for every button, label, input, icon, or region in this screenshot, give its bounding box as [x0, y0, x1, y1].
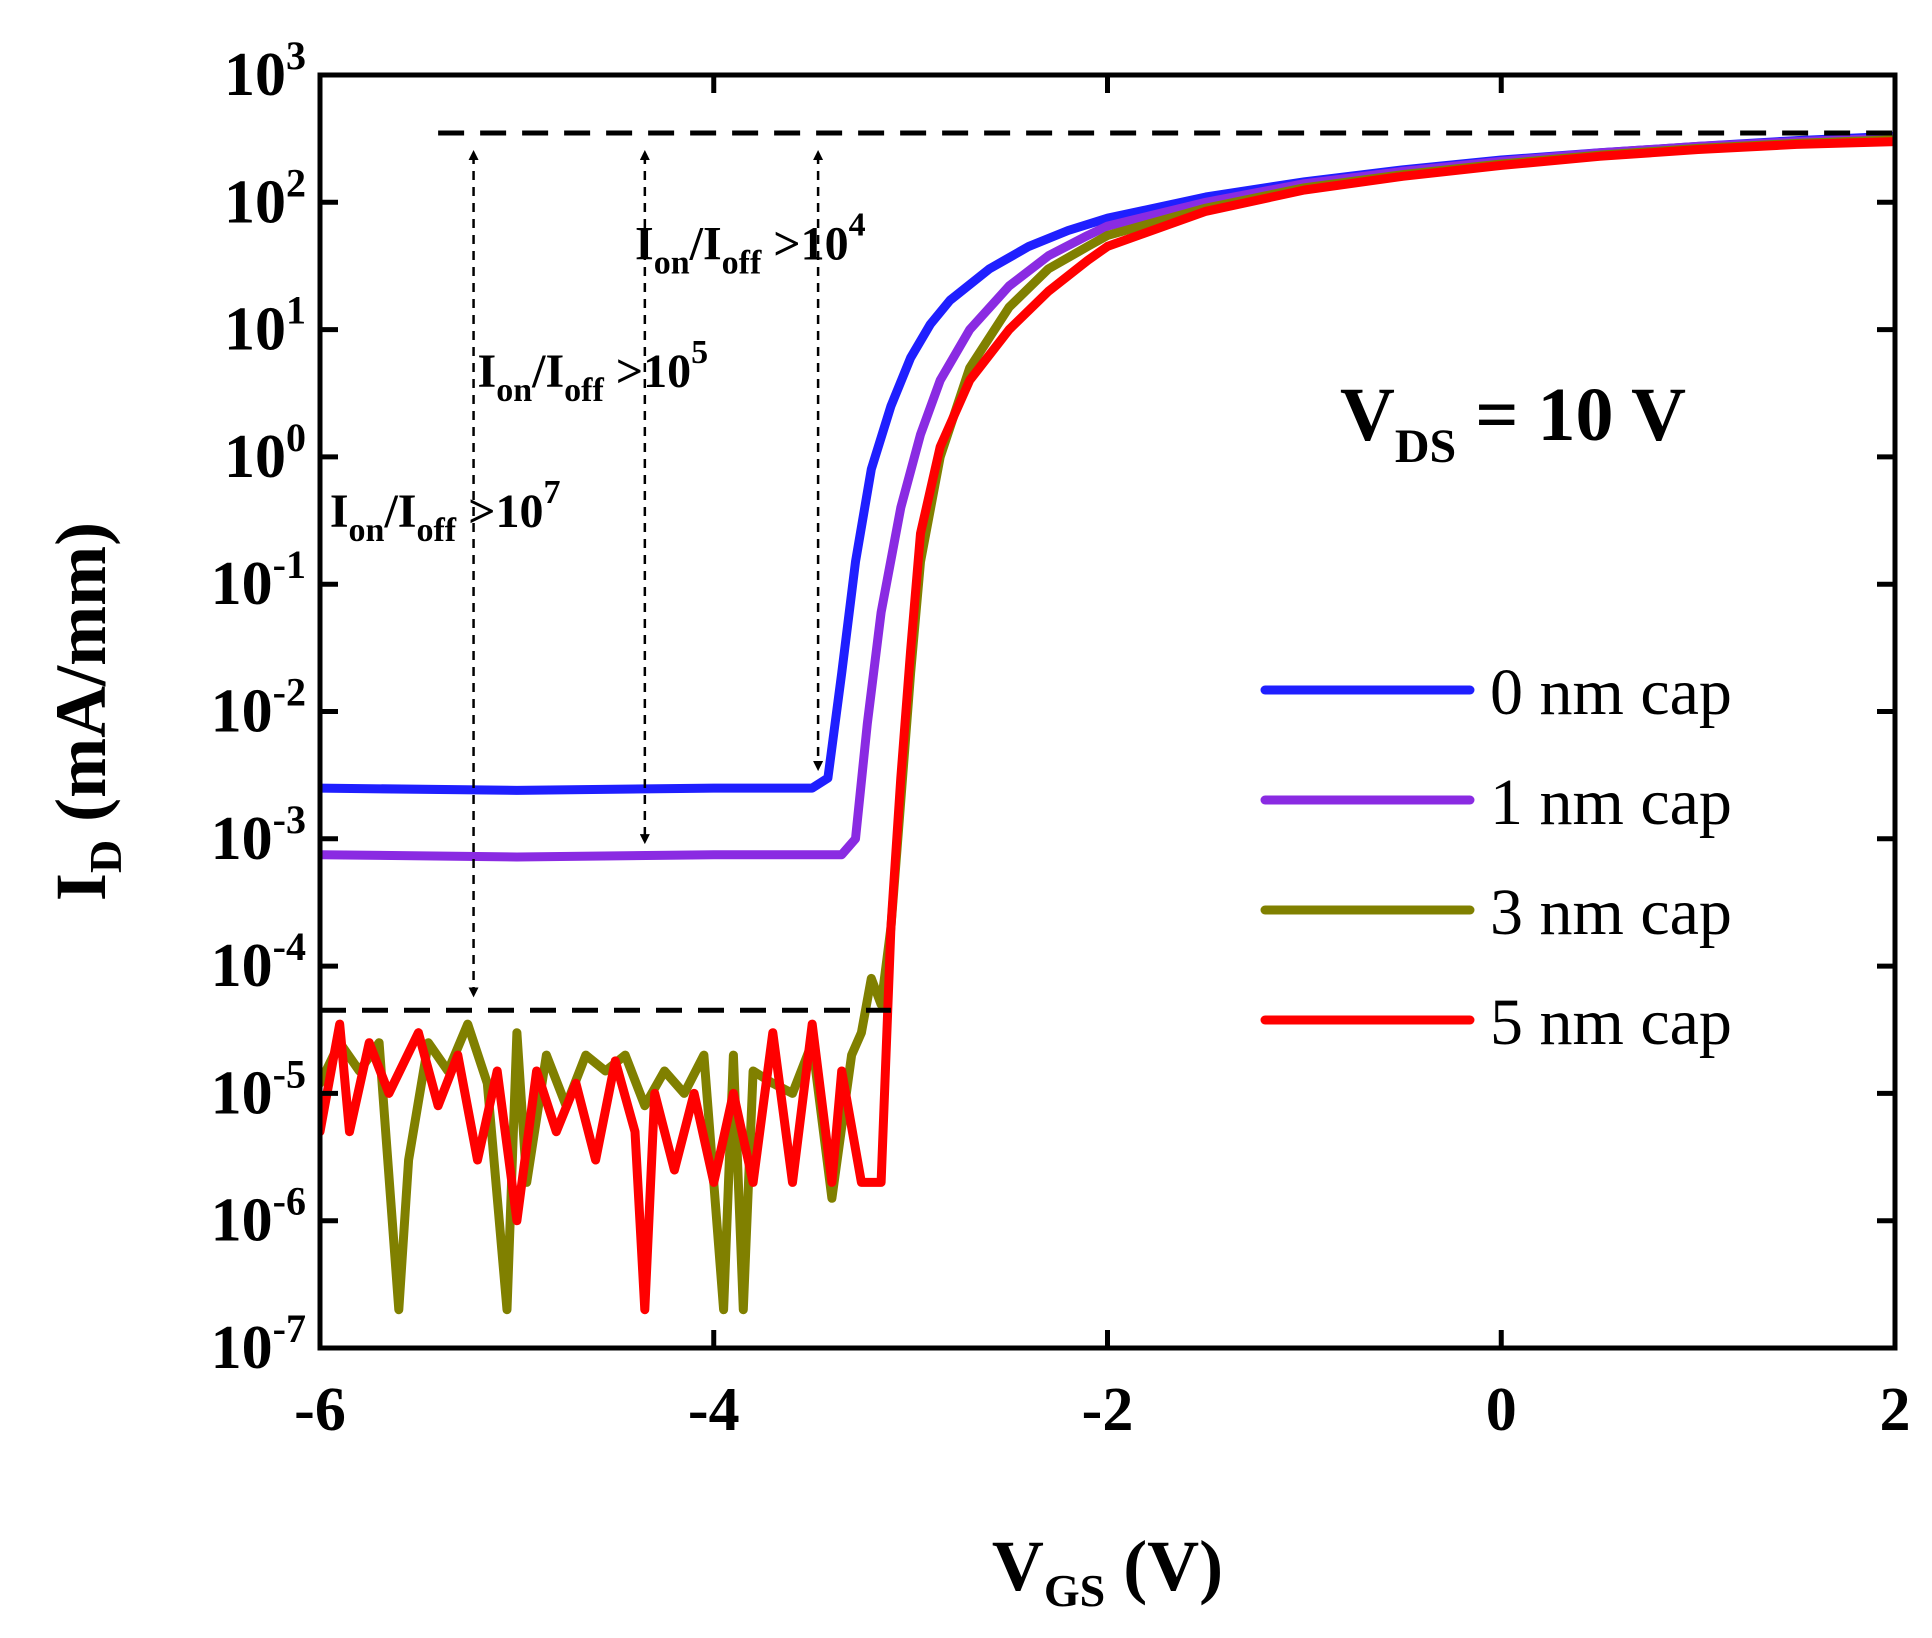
y-tick-label: 10-1: [211, 542, 306, 618]
legend-label-3: 5 nm cap: [1490, 986, 1732, 1059]
ratio-label-2: Ion/Ioff >107: [330, 474, 561, 549]
x-tick-label: 2: [1880, 1376, 1911, 1444]
y-tick-label: 10-7: [211, 1306, 306, 1382]
ratio-label-1: Ion/Ioff >105: [478, 334, 709, 409]
y-tick-label: 100: [224, 415, 306, 491]
axis-titles: VGS (V) ID (mA/mm) VDS = 10 V: [41, 373, 1686, 1616]
ratio-label-0: Ion/Ioff >104: [635, 207, 866, 282]
series-layer: [320, 131, 1895, 1315]
legend: 0 nm cap 1 nm cap 3 nm cap 5 nm cap: [1260, 656, 1732, 1059]
legend-label-2: 3 nm cap: [1490, 876, 1732, 949]
legend-label-0: 0 nm cap: [1490, 656, 1732, 729]
y-tick-label: 102: [224, 160, 306, 236]
y-tick-label: 101: [224, 288, 306, 364]
axes: -6 -4 -2 0 2 103 102 101 100 10-1 10-2 10-3 10-4 10-5…: [211, 33, 1911, 1444]
y-tick-label: 10-5: [211, 1051, 306, 1127]
y-axis-title: ID (mA/mm): [41, 522, 131, 901]
condition-label: VDS = 10 V: [1340, 373, 1686, 473]
annotations: Ion/Ioff >104 Ion/Ioff >105 Ion/Ioff >107: [330, 150, 866, 998]
x-tick-label: 0: [1486, 1376, 1517, 1444]
y-tick-label: 10-3: [211, 797, 306, 873]
y-tick-label: 10-4: [211, 924, 306, 1000]
x-axis-title: VGS (V): [992, 1526, 1223, 1616]
x-tick-label: -4: [688, 1376, 740, 1444]
x-tick-label: -6: [294, 1376, 346, 1444]
legend-label-1: 1 nm cap: [1490, 766, 1732, 839]
y-tick-label: 103: [224, 33, 306, 109]
y-tick-label: 10-2: [211, 670, 306, 746]
x-tick-label: -2: [1082, 1376, 1134, 1444]
series-line-3: [320, 137, 1895, 1315]
y-tick-label: 10-6: [211, 1179, 306, 1255]
reference-lines: [320, 130, 1895, 1013]
